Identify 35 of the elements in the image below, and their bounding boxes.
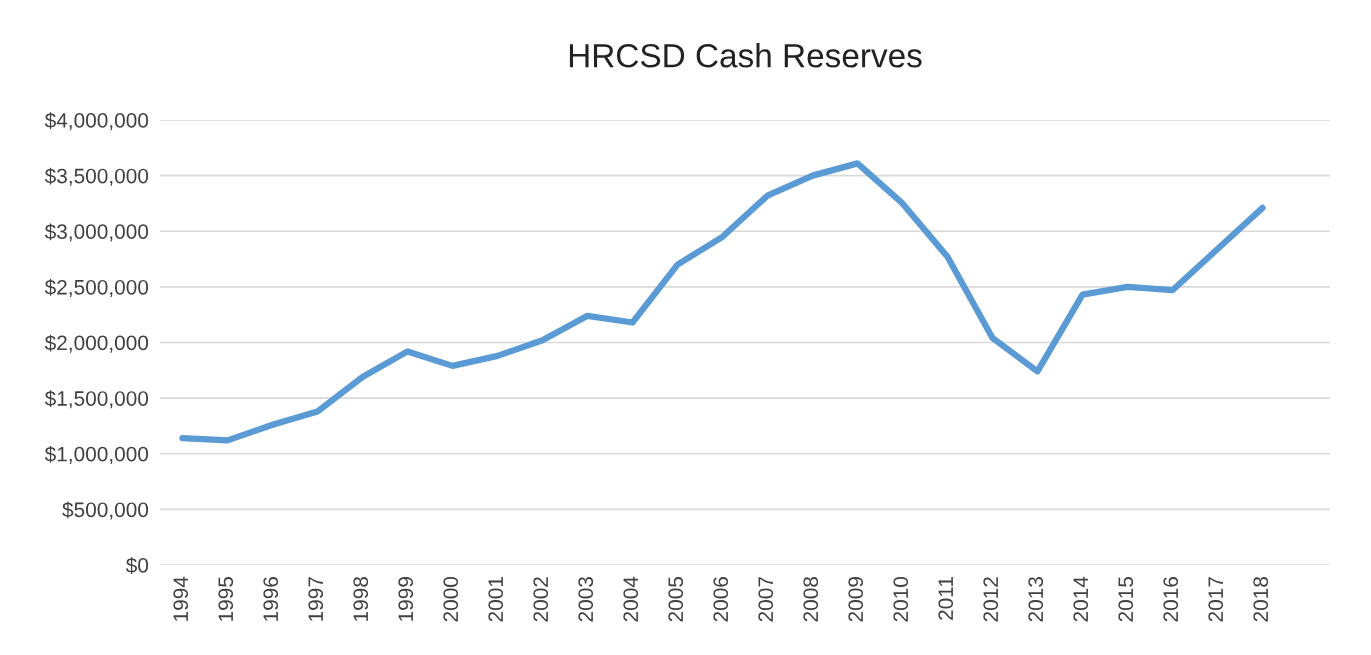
x-tick-label: 2015 <box>1118 576 1134 622</box>
x-tick-label: 2017 <box>1208 577 1224 622</box>
x-tick-label: 2004 <box>623 576 639 622</box>
x-tick-label: 2008 <box>803 577 819 622</box>
y-tick-label: $3,000,000 <box>44 223 149 242</box>
x-tick-label: 1996 <box>263 577 279 621</box>
x-tick-label: 1995 <box>218 576 234 621</box>
y-tick-label: $500,000 <box>62 501 149 520</box>
y-tick-label: $0 <box>125 557 149 574</box>
x-tick-label: 2014 <box>1073 576 1089 622</box>
x-tick-label: 2005 <box>668 576 684 622</box>
x-tick-label: 2002 <box>533 577 549 622</box>
x-tick-label: 2011 <box>938 577 954 620</box>
y-tick-label: $2,500,000 <box>44 279 149 298</box>
x-tick-label: 2006 <box>713 577 729 622</box>
x-tick-label: 1998 <box>353 577 369 621</box>
x-tick-label: 2000 <box>443 576 459 622</box>
x-tick-label: 2009 <box>848 577 864 622</box>
x-tick-label: 2007 <box>758 577 774 622</box>
x-tick-label: 2010 <box>893 576 909 622</box>
y-tick-label: $3,500,000 <box>44 167 149 186</box>
x-tick-label: 2003 <box>578 577 594 622</box>
y-tick-label: $1,000,000 <box>44 445 149 464</box>
x-tick-label: 1994 <box>173 576 189 621</box>
x-tick-label: 2018 <box>1253 577 1269 622</box>
y-tick-label: $4,000,000 <box>44 112 149 131</box>
x-tick-label: 2016 <box>1163 577 1179 622</box>
x-tick-label: 1999 <box>398 577 414 621</box>
y-tick-label: $2,000,000 <box>44 334 149 353</box>
x-tick-label: 2001 <box>488 577 504 622</box>
x-tick-label: 2013 <box>1028 577 1044 622</box>
y-tick-label: $1,500,000 <box>44 390 149 409</box>
chart-title: HRCSD Cash Reserves <box>569 43 922 68</box>
x-tick-label: 2012 <box>983 577 999 622</box>
x-tick-label: 1997 <box>308 577 324 621</box>
